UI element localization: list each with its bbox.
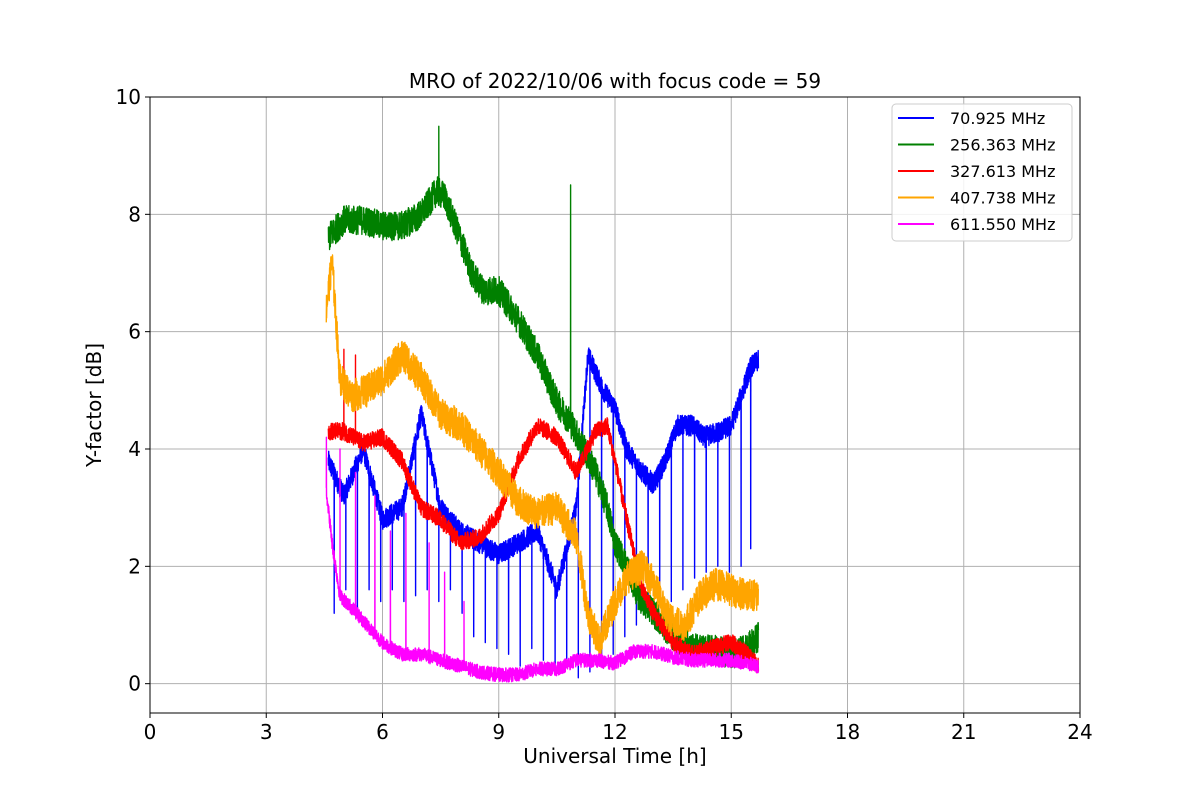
legend-label: 407.738 MHz — [950, 189, 1055, 208]
series-line-1 — [327, 347, 760, 679]
x-tick-label: 21 — [951, 720, 976, 744]
y-tick-label: 4 — [128, 437, 141, 461]
plot-area — [325, 125, 760, 683]
x-tick-label: 18 — [835, 720, 860, 744]
y-axis-label: Y-factor [dB] — [82, 343, 106, 468]
y-tick-label: 8 — [128, 202, 141, 226]
series-line-5 — [325, 436, 759, 683]
series-line-4 — [325, 254, 759, 657]
y-tick-label: 2 — [128, 554, 141, 578]
legend-box — [891, 103, 1073, 242]
legend-label: 256.363 MHz — [950, 136, 1055, 155]
x-axis-ticks: 0 3 6 9 12 15 18 21 24 — [144, 713, 1093, 744]
y-tick-label: 6 — [128, 320, 141, 344]
x-axis-label: Universal Time [h] — [523, 744, 706, 768]
x-tick-label: 15 — [719, 720, 744, 744]
x-tick-label: 9 — [492, 720, 505, 744]
y-axis-ticks: 0 2 4 6 8 10 — [116, 85, 150, 696]
y-tick-label: 0 — [128, 672, 141, 696]
series-line-3 — [327, 348, 760, 674]
y-tick-label: 10 — [116, 85, 141, 109]
x-tick-label: 6 — [376, 720, 389, 744]
x-tick-label: 24 — [1067, 720, 1092, 744]
x-tick-label: 0 — [144, 720, 157, 744]
legend-label: 327.613 MHz — [950, 162, 1055, 181]
x-tick-label: 3 — [260, 720, 273, 744]
legend-label: 611.550 MHz — [950, 215, 1055, 234]
legend: 70.925 MHz 256.363 MHz 327.613 MHz 407.738 … — [891, 103, 1073, 242]
legend-label: 70.925 MHz — [950, 109, 1045, 128]
x-tick-label: 12 — [602, 720, 627, 744]
chart-title: MRO of 2022/10/06 with focus code = 59 — [409, 69, 821, 93]
